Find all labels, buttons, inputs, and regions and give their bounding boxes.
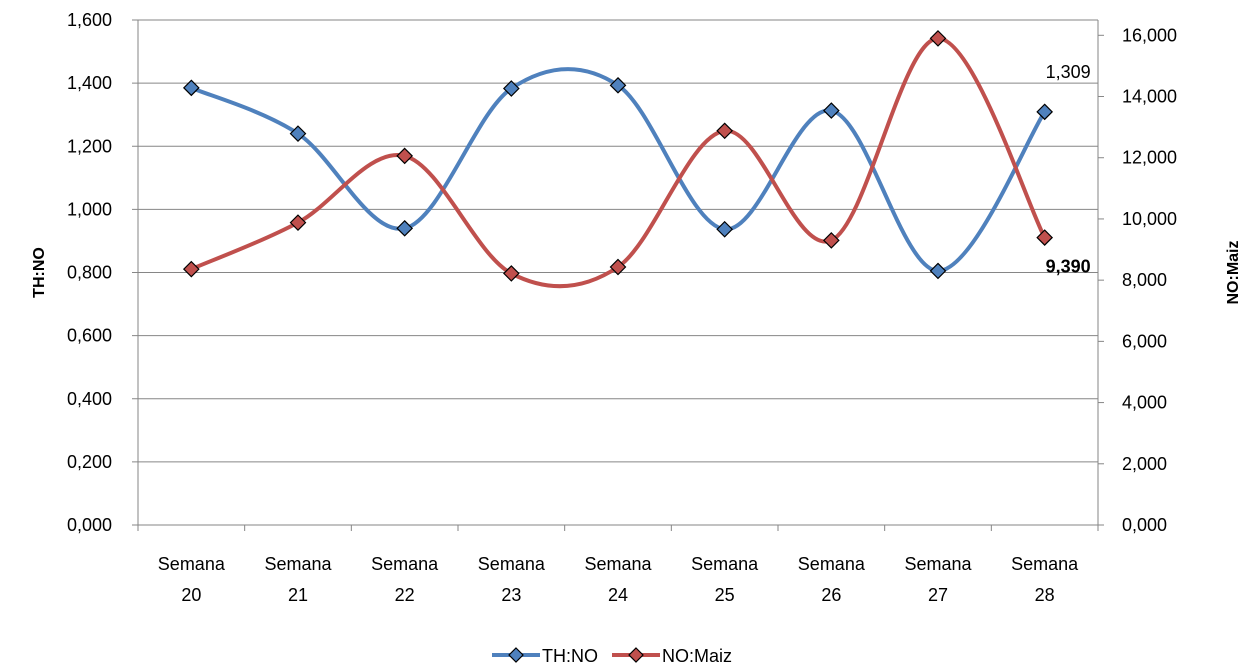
left-tick-label: 1,000: [67, 199, 112, 219]
left-tick-label: 1,600: [67, 10, 112, 30]
data-point-th-no: [396, 219, 414, 237]
legend-label: TH:NO: [542, 646, 598, 665]
left-tick-label: 1,200: [67, 136, 112, 156]
right-tick-label: 12,000: [1122, 148, 1177, 168]
right-tick-label: 6,000: [1122, 331, 1167, 351]
data-point-th-no: [182, 79, 200, 97]
x-tick-label: Semana 28: [1011, 554, 1079, 605]
x-tick-label: Semana 23: [478, 554, 546, 605]
data-point-no-maiz: [609, 258, 627, 276]
right-tick-label: 10,000: [1122, 209, 1177, 229]
x-tick-label: Semana 24: [584, 554, 652, 605]
legend-label: NO:Maiz: [662, 646, 732, 665]
left-axis-title: TH:NO: [31, 247, 48, 298]
left-tick-label: 0,200: [67, 452, 112, 472]
data-labels: 1,309 9,390: [1046, 62, 1091, 277]
right-tick-label: 0,000: [1122, 515, 1167, 535]
series-line-no-maiz: [190, 36, 1047, 289]
data-point-no-maiz: [289, 214, 307, 231]
axes: [132, 19, 1104, 531]
right-tick-label: 2,000: [1122, 454, 1167, 474]
tick-labels: 0,000 0,200 0,400 0,600 0,800 1,000 1,200 1,400…: [31, 10, 1242, 605]
legend-marker: [508, 647, 524, 663]
legend-marker: [628, 647, 644, 663]
right-tick-label: 14,000: [1122, 87, 1177, 107]
data-point-th-no: [1036, 103, 1054, 121]
left-tick-label: 0,400: [67, 389, 112, 409]
series-line-th-no: [190, 67, 1047, 273]
left-tick-label: 0,800: [67, 263, 112, 283]
left-tick-label: 0,600: [67, 326, 112, 346]
data-point-th-no: [289, 125, 307, 142]
data-point-no-maiz: [822, 232, 840, 249]
data-label: 9,390: [1046, 257, 1091, 277]
data-point-th-no: [716, 220, 734, 238]
legend: TH:NO NO:Maiz: [492, 646, 732, 666]
data-point-no-maiz: [396, 147, 414, 165]
right-axis-title: NO:Maiz: [1225, 241, 1242, 305]
data-label: 1,309: [1046, 62, 1091, 82]
data-point-th-no: [502, 80, 520, 97]
x-tick-label: Semana 25: [691, 554, 759, 605]
x-tick-label: Semana 21: [264, 554, 332, 605]
right-tick-label: 8,000: [1122, 270, 1167, 290]
series-lines: [190, 36, 1047, 289]
x-tick-label: Semana 20: [158, 554, 226, 605]
x-tick-label: Semana 27: [904, 554, 972, 605]
data-point-no-maiz: [929, 30, 947, 47]
data-point-no-maiz: [716, 122, 734, 140]
x-tick-label: Semana 22: [371, 554, 439, 605]
right-tick-label: 4,000: [1122, 393, 1167, 413]
data-point-no-maiz: [1036, 229, 1054, 246]
right-tick-label: 16,000: [1122, 25, 1177, 45]
x-tick-label: Semana 26: [798, 554, 866, 605]
data-point-no-maiz: [502, 265, 520, 282]
data-point-th-no: [609, 76, 627, 94]
series-markers: [182, 30, 1054, 282]
data-point-th-no: [822, 102, 840, 119]
data-point-no-maiz: [182, 260, 200, 278]
data-point-th-no: [929, 262, 947, 280]
left-tick-label: 1,400: [67, 73, 112, 93]
left-tick-label: 0,000: [67, 515, 112, 535]
